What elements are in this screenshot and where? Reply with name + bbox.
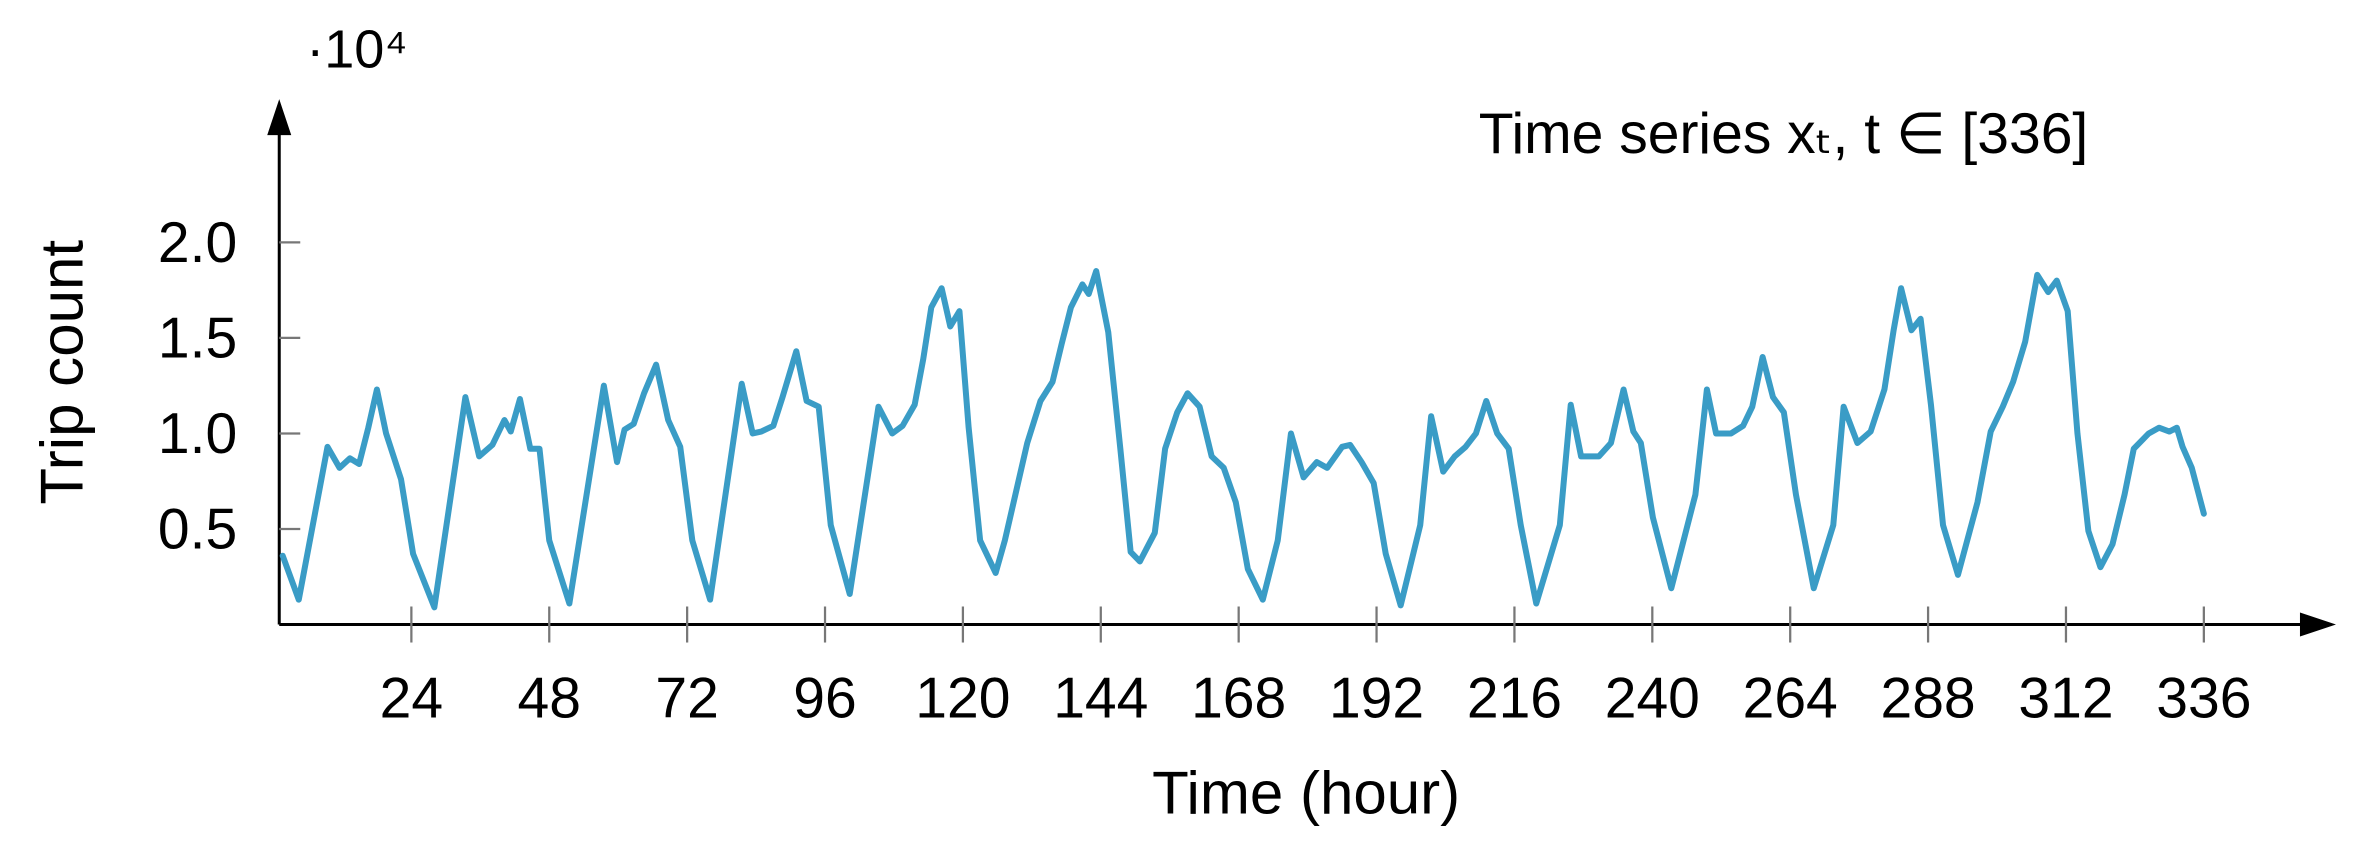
x-tick-label: 24	[380, 667, 443, 731]
y-tick-label: 0.5	[158, 497, 237, 561]
y-axis-label: Trip count	[29, 240, 96, 505]
y-axis-arrow	[267, 99, 292, 136]
x-tick-label: 312	[2018, 667, 2113, 731]
x-tick-label: 240	[1605, 667, 1700, 731]
x-tick-label: 48	[518, 667, 581, 731]
series-line	[279, 268, 2207, 611]
x-axis-arrow	[2299, 612, 2336, 637]
x-tick-label: 264	[1743, 667, 1838, 731]
x-tick-label: 120	[915, 667, 1010, 731]
x-tick-label: 144	[1053, 667, 1148, 731]
x-tick-label: 96	[793, 667, 856, 731]
x-tick-label: 336	[2156, 667, 2251, 731]
y-tick-label: 2.0	[158, 211, 237, 275]
x-tick-label: 288	[1881, 667, 1976, 731]
y-tick-label: 1.5	[158, 306, 237, 370]
x-tick-label: 168	[1191, 667, 1286, 731]
x-tick-label: 216	[1467, 667, 1562, 731]
x-axis-label: Time (hour)	[1152, 760, 1460, 827]
x-tick-label: 72	[655, 667, 718, 731]
y-scale-label: ·10⁴	[306, 20, 407, 80]
x-tick-label: 192	[1329, 667, 1424, 731]
annotation: Time series xₜ, t ∈ [336]	[1479, 102, 2089, 166]
y-tick-label: 1.0	[158, 402, 237, 466]
